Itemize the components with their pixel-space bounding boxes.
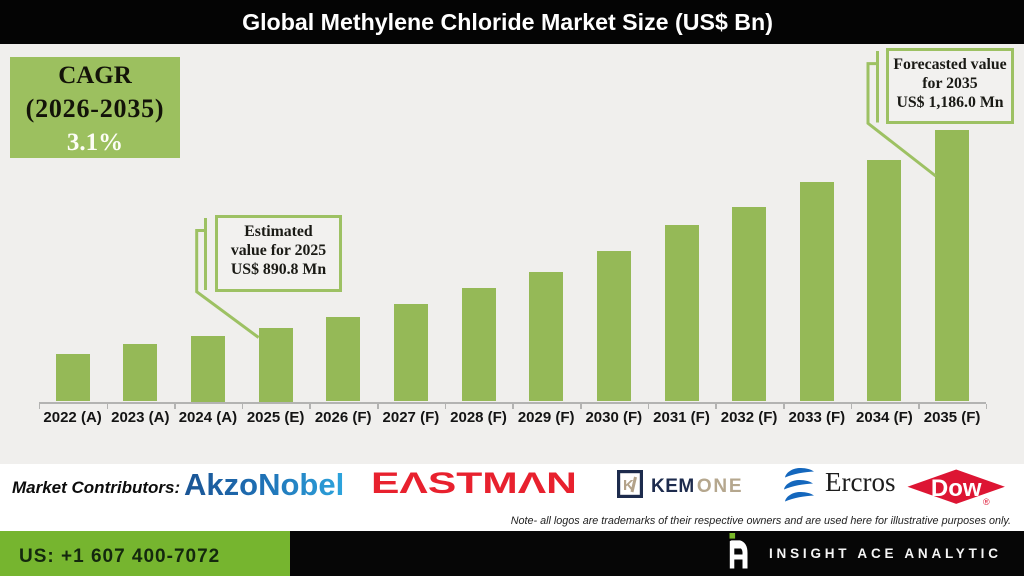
svg-text:Dow: Dow: [931, 475, 982, 502]
svg-text:®: ®: [983, 497, 990, 507]
svg-text:K: K: [623, 477, 634, 494]
